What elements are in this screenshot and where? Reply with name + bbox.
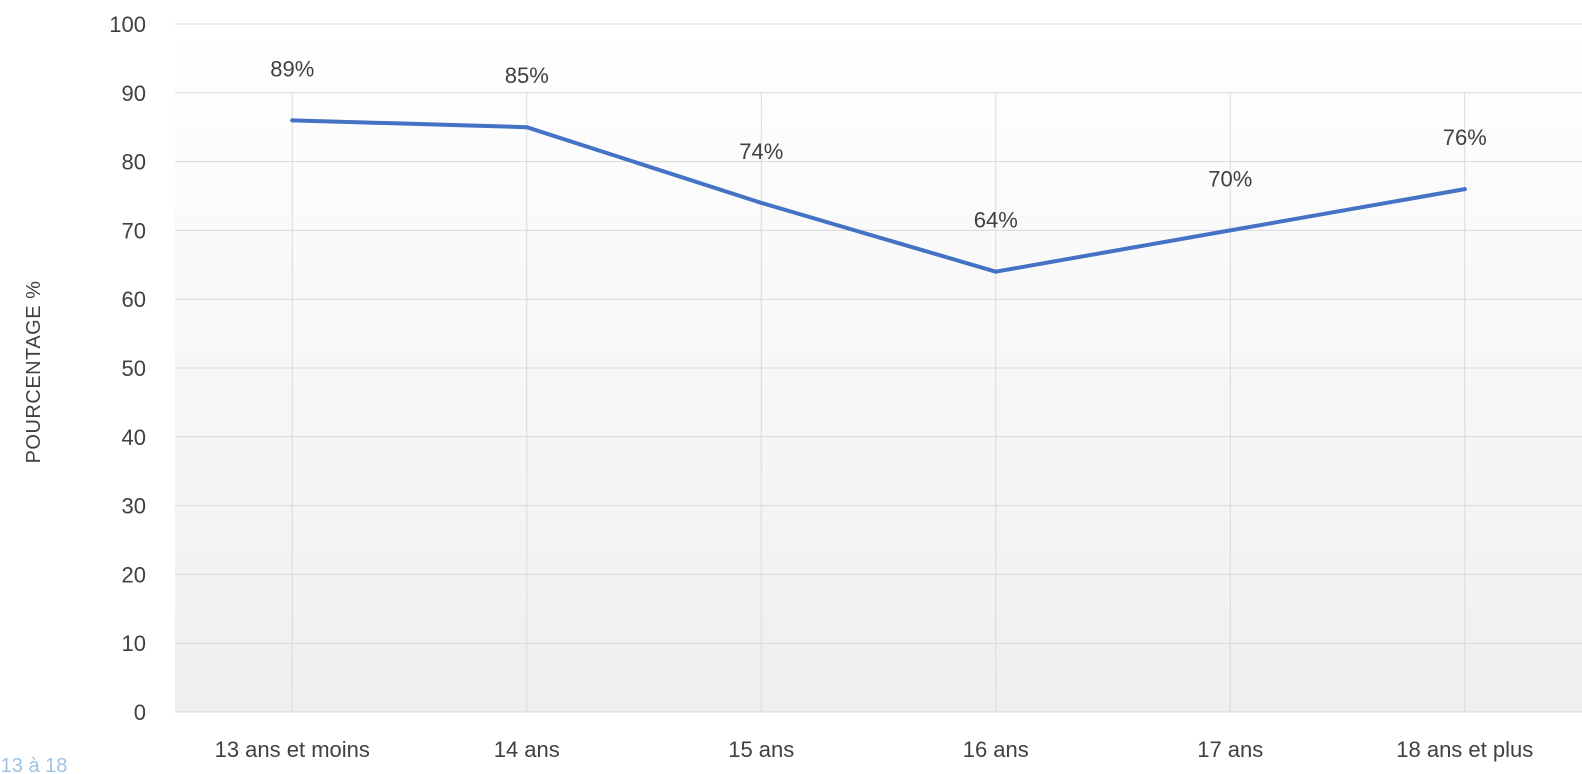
x-tick-label: 13 ans et moins: [215, 737, 370, 762]
data-label: 70%: [1208, 166, 1252, 191]
y-tick-label: 60: [122, 287, 146, 312]
x-axis-ticks: 13 ans et moins 14 ans 15 ans 16 ans 17 ans 1…: [215, 737, 1534, 762]
y-axis-ticks: 0 10 20 30 40 50 60 70 80 90 100: [109, 12, 146, 725]
series-line: [290, 118, 1467, 274]
y-tick-label: 30: [122, 494, 146, 519]
y-tick-label: 0: [134, 700, 146, 725]
y-tick-label: 70: [122, 218, 146, 243]
y-tick-label: 90: [122, 81, 146, 106]
data-label: 85%: [505, 63, 549, 88]
y-tick-label: 50: [122, 356, 146, 381]
x-tick-label: 16 ans: [963, 737, 1029, 762]
y-tick-label: 40: [122, 425, 146, 450]
y-axis-title: POURCENTAGE %: [23, 281, 45, 464]
data-point: [993, 269, 998, 274]
y-tick-label: 80: [122, 150, 146, 175]
y-tick-label: 10: [122, 631, 146, 656]
x-tick-label: 14 ans: [494, 737, 560, 762]
data-label: 89%: [270, 56, 314, 81]
x-tick-label: 18 ans et plus: [1396, 737, 1533, 762]
y-tick-label: 20: [122, 562, 146, 587]
x-tick-label: 17 ans: [1197, 737, 1263, 762]
y-tick-label: 100: [109, 12, 146, 37]
data-point: [1228, 228, 1233, 233]
gridlines: [175, 23, 1582, 713]
series-layer: [290, 118, 1467, 274]
data-label: 76%: [1443, 125, 1487, 150]
data-point: [1462, 187, 1467, 192]
data-point: [290, 118, 295, 123]
data-point: [524, 125, 529, 130]
data-labels: 89% 85% 74% 64% 70% 76%: [270, 56, 1487, 232]
data-label: 64%: [974, 208, 1018, 233]
data-label: 74%: [739, 139, 783, 164]
x-tick-label: 15 ans: [728, 737, 794, 762]
corner-text: (13 à 18: [0, 755, 67, 774]
data-point: [759, 200, 764, 205]
